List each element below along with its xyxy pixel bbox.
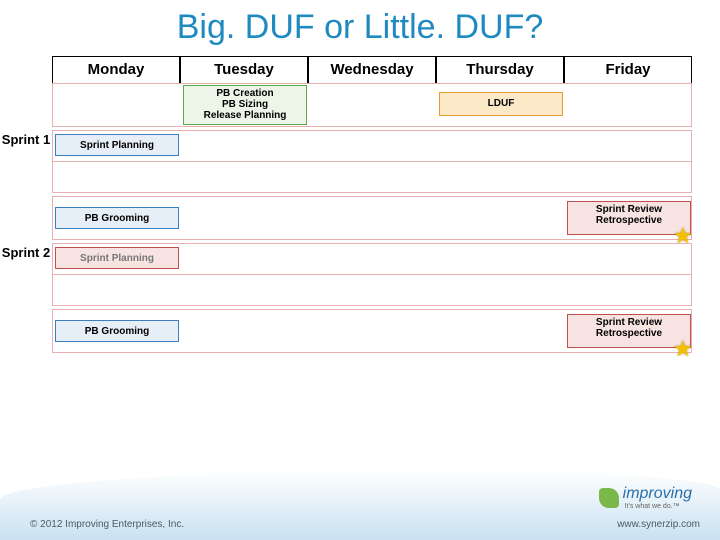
col-tuesday: Tuesday bbox=[180, 56, 308, 84]
logo-text: improving bbox=[623, 485, 692, 503]
label-sprint1: Sprint 1 bbox=[1, 133, 51, 147]
tag-sprint-planning-2: Sprint Planning bbox=[55, 247, 179, 269]
row-s2-2 bbox=[52, 274, 692, 306]
row-s1-1: Sprint 1 Sprint Planning bbox=[52, 130, 692, 162]
col-wednesday: Wednesday bbox=[308, 56, 436, 84]
label-sprint2: Sprint 2 bbox=[1, 246, 51, 260]
footer-url: www.synerzip.com bbox=[617, 519, 700, 530]
row-s2-1: Sprint 2 Sprint Planning bbox=[52, 243, 692, 275]
page-title: Big. DUF or Little. DUF? bbox=[0, 0, 720, 55]
tag-pb-grooming-2: PB Grooming bbox=[55, 320, 179, 342]
star-icon-2: ★ bbox=[673, 336, 693, 362]
row-s1-3: PB Grooming Sprint Review Retrospective … bbox=[52, 196, 692, 240]
schedule-grid: Monday Tuesday Wednesday Thursday Friday… bbox=[52, 56, 692, 353]
row-s2-3: PB Grooming Sprint Review Retrospective … bbox=[52, 309, 692, 353]
copyright: © 2012 Improving Enterprises, Inc. bbox=[30, 519, 184, 530]
tag-sprint-planning-1: Sprint Planning bbox=[55, 134, 179, 156]
row-s1-2 bbox=[52, 161, 692, 193]
tag-pb-creation: PB Creation PB Sizing Release Planning bbox=[183, 85, 307, 125]
logo-icon bbox=[599, 488, 619, 508]
tag-pb-grooming-1: PB Grooming bbox=[55, 207, 179, 229]
logo: improving It's what we do.™ bbox=[599, 485, 692, 510]
col-friday: Friday bbox=[564, 56, 692, 84]
logo-tagline: It's what we do.™ bbox=[625, 503, 692, 510]
col-thursday: Thursday bbox=[436, 56, 564, 84]
tag-lduf: LDUF bbox=[439, 92, 563, 116]
col-monday: Monday bbox=[52, 56, 180, 84]
header-row: Monday Tuesday Wednesday Thursday Friday bbox=[52, 56, 692, 84]
row-presprint: PB Creation PB Sizing Release Planning L… bbox=[52, 83, 692, 127]
